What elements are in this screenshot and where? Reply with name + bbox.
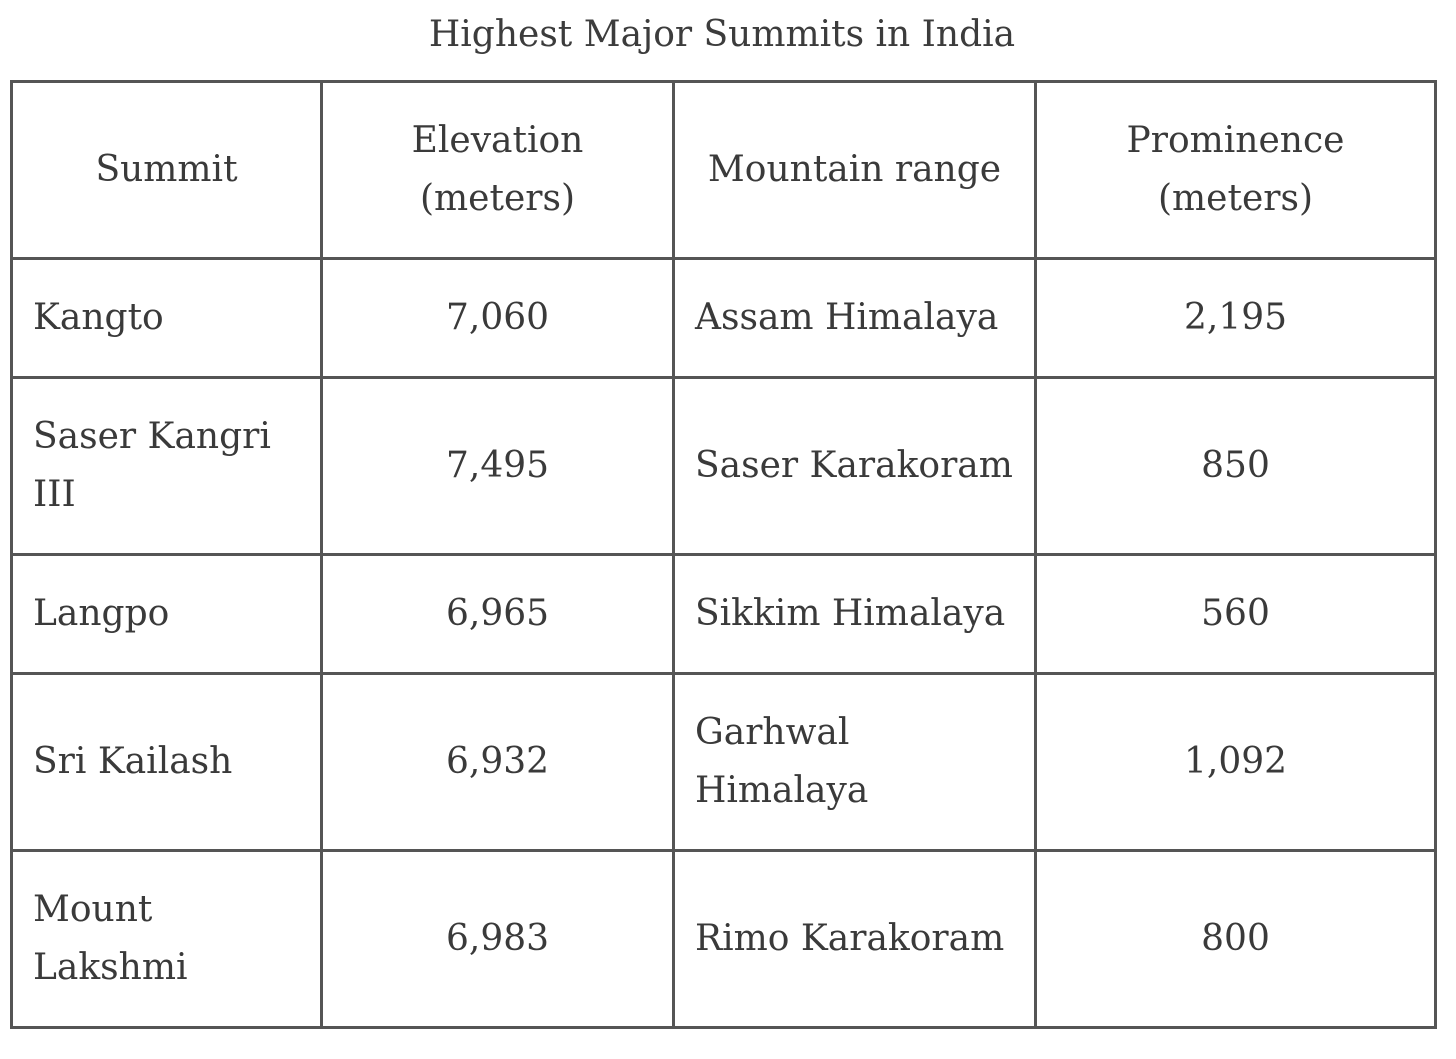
header-row: Summit Elevation (meters) Mountain range… <box>10 80 1437 260</box>
elevation-cell: 6,932 <box>320 672 675 852</box>
summit-cell: Saser Kangri III <box>10 376 323 556</box>
mountain-range-cell: Sikkim Himalaya <box>672 553 1037 675</box>
mountain-range-cell: Rimo Karakoram <box>672 849 1037 1029</box>
elevation-cell: 7,060 <box>320 257 675 379</box>
elevation-cell: 7,495 <box>320 376 675 556</box>
mountain-range-cell: Assam Himalaya <box>672 257 1037 379</box>
mountain-range-cell: Garhwal Himalaya <box>672 672 1037 852</box>
table-caption: Highest Major Summits in India <box>428 14 1016 55</box>
prominence-cell: 1,092 <box>1034 672 1437 852</box>
elevation-cell: 6,983 <box>320 849 675 1029</box>
header-prominence: Prominence (meters) <box>1034 80 1437 260</box>
prominence-cell: 800 <box>1034 849 1437 1029</box>
elevation-cell: 6,965 <box>320 553 675 675</box>
header-mountain-range: Mountain range <box>672 80 1037 260</box>
prominence-cell: 560 <box>1034 553 1437 675</box>
table-row: Kangto 7,060 Assam Himalaya 2,195 <box>10 257 1437 379</box>
prominence-cell: 850 <box>1034 376 1437 556</box>
summit-cell: Kangto <box>10 257 323 379</box>
mountain-range-cell: Saser Karakoram <box>672 376 1037 556</box>
table-row: Sri Kailash 6,932 Garhwal Himalaya 1,092 <box>10 672 1437 852</box>
summit-cell: Langpo <box>10 553 323 675</box>
table-row: Mount Lakshmi 6,983 Rimo Karakoram 800 <box>10 849 1437 1029</box>
header-elevation: Elevation (meters) <box>320 80 675 260</box>
table-row: Saser Kangri III 7,495 Saser Karakoram 8… <box>10 376 1437 556</box>
prominence-cell: 2,195 <box>1034 257 1437 379</box>
summit-cell: Mount Lakshmi <box>10 849 323 1029</box>
header-summit: Summit <box>10 80 323 260</box>
summits-table: Summit Elevation (meters) Mountain range… <box>10 80 1437 1029</box>
summit-cell: Sri Kailash <box>10 672 323 852</box>
table-row: Langpo 6,965 Sikkim Himalaya 560 <box>10 553 1437 675</box>
